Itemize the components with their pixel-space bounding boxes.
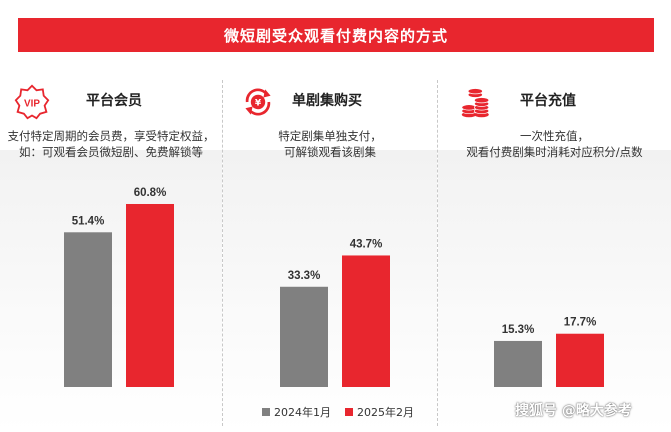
yen-refresh-icon: ¥: [245, 88, 271, 116]
data-label: 33.3%: [288, 270, 321, 282]
vip-badge-icon: VIP: [14, 84, 50, 120]
data-label: 15.3%: [502, 324, 535, 336]
bar-2024-01: [64, 232, 112, 387]
chart-legend: 2024年1月 2025年2月: [262, 404, 414, 420]
legend-item: 2024年1月: [262, 404, 331, 420]
legend-swatch: [345, 408, 353, 416]
column-divider: [222, 80, 223, 426]
legend-label: 2025年2月: [357, 406, 414, 419]
description-line: 支付特定周期的会员费，享受特定权益，: [7, 129, 215, 143]
description-line: 观看付费剧集时消耗对应积分/点数: [466, 145, 643, 159]
legend-swatch: [262, 408, 270, 416]
description-line: 如：可观看会员微短剧、免费解锁等: [19, 145, 203, 159]
column-divider: [437, 80, 438, 426]
column-title: 平台会员: [86, 93, 142, 109]
column-background: [438, 150, 671, 432]
data-label: 51.4%: [72, 215, 105, 227]
description-line: 一次性充值，: [520, 129, 589, 143]
data-label: 17.7%: [564, 317, 597, 329]
data-label: 60.8%: [134, 187, 167, 199]
column-description: 特定剧集单独支付， 可解锁观看该剧集: [223, 128, 437, 160]
bar-2024-01: [280, 286, 328, 387]
column-description: 一次性充值， 观看付费剧集时消耗对应积分/点数: [438, 128, 671, 160]
bar-2025-02: [556, 333, 604, 387]
column-title: 平台充值: [520, 93, 576, 109]
bar-2025-02: [126, 203, 174, 387]
svg-text:¥: ¥: [255, 99, 262, 109]
svg-text:VIP: VIP: [24, 99, 40, 110]
legend-item: 2025年2月: [345, 404, 414, 420]
bar-2024-01: [494, 340, 542, 387]
chart-title: 微短剧受众观看付费内容的方式: [18, 18, 654, 52]
column-description: 支付特定周期的会员费，享受特定权益， 如：可观看会员微短剧、免费解锁等: [0, 128, 222, 160]
column-background: [223, 150, 437, 432]
column-title: 单剧集购买: [292, 93, 362, 109]
bar-2025-02: [342, 255, 390, 387]
description-line: 特定剧集单独支付，: [278, 129, 382, 143]
watermark: 搜狐号 @略大参考: [515, 403, 632, 419]
description-line: 可解锁观看该剧集: [284, 145, 376, 159]
data-label: 43.7%: [350, 238, 383, 250]
coin-stack-icon: [461, 88, 490, 118]
legend-label: 2024年1月: [274, 406, 331, 419]
